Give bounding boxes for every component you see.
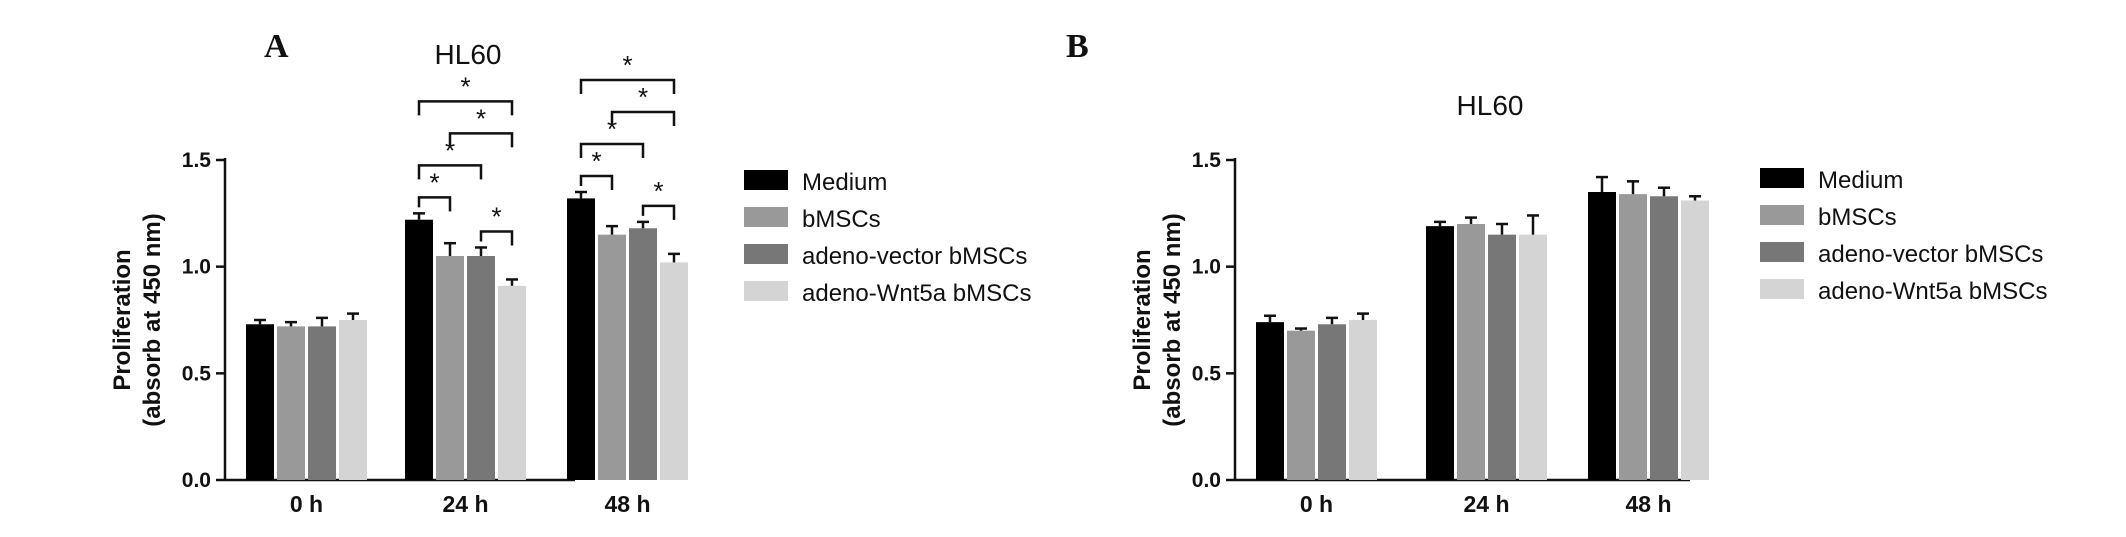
bar-adeno-vector-bmscs-24h bbox=[467, 256, 495, 480]
significance-bracket bbox=[579, 174, 614, 190]
legend-swatch bbox=[744, 244, 788, 264]
bar-adeno-wnt5a-bmscs-0h bbox=[1349, 320, 1377, 480]
significance-star: * bbox=[622, 50, 632, 80]
significance-star: * bbox=[429, 167, 439, 197]
bar-medium-0h bbox=[1256, 322, 1284, 480]
significance-bracket bbox=[579, 142, 645, 158]
legend-label: bMSCs bbox=[1818, 204, 1897, 231]
significance-star: * bbox=[476, 103, 486, 133]
x-category-label: 48 h bbox=[1625, 491, 1671, 517]
bar-bmscs-24h bbox=[1457, 224, 1485, 480]
y-tick-label: 0.5 bbox=[1192, 362, 1222, 385]
y-tick-label: 1.5 bbox=[182, 149, 212, 172]
significance-bracket bbox=[610, 110, 676, 126]
bar-medium-24h bbox=[1426, 226, 1454, 480]
significance-star: * bbox=[638, 82, 648, 112]
x-category-label: 0 h bbox=[290, 491, 323, 517]
bar-adeno-wnt5a-bmscs-48h bbox=[1681, 200, 1709, 481]
legend-label: adeno-Wnt5a bMSCs bbox=[802, 280, 1031, 307]
legend-swatch bbox=[744, 207, 788, 227]
y-tick-label: 1.5 bbox=[1192, 149, 1222, 172]
legend-swatch bbox=[1760, 205, 1804, 225]
significance-star: * bbox=[653, 176, 663, 206]
bar-medium-48h bbox=[567, 198, 595, 480]
y-axis-label: Proliferation bbox=[109, 249, 136, 390]
bar-medium-0h bbox=[246, 324, 274, 480]
y-axis-label-units: (absorb at 450 nm) bbox=[139, 213, 166, 426]
y-tick-label: 1.0 bbox=[1192, 256, 1221, 279]
significance-bracket bbox=[417, 100, 514, 116]
panel-letter: A bbox=[264, 28, 289, 65]
y-axis-label: Proliferation bbox=[1129, 249, 1156, 390]
bar-medium-24h bbox=[405, 219, 433, 480]
legend-label: Medium bbox=[1818, 167, 1903, 194]
bar-bmscs-48h bbox=[1619, 194, 1647, 480]
bar-adeno-wnt5a-bmscs-48h bbox=[660, 262, 688, 480]
significance-star: * bbox=[607, 114, 617, 144]
bar-bmscs-0h bbox=[1287, 330, 1315, 480]
significance-star: * bbox=[491, 201, 501, 231]
legend-swatch bbox=[1760, 242, 1804, 262]
bar-adeno-wnt5a-bmscs-24h bbox=[498, 285, 526, 480]
legend-swatch bbox=[744, 170, 788, 190]
bar-bmscs-24h bbox=[436, 256, 464, 480]
bar-adeno-vector-bmscs-24h bbox=[1488, 234, 1516, 480]
chart-title: HL60 bbox=[435, 39, 502, 70]
bar-bmscs-48h bbox=[598, 234, 626, 480]
x-category-label: 48 h bbox=[604, 491, 650, 517]
y-tick-label: 0.0 bbox=[1192, 469, 1221, 492]
legend-label: adeno-vector bMSCs bbox=[802, 243, 1027, 270]
significance-star: * bbox=[591, 146, 601, 176]
y-tick-label: 1.0 bbox=[182, 256, 211, 279]
x-category-label: 24 h bbox=[442, 491, 488, 517]
bar-adeno-wnt5a-bmscs-0h bbox=[339, 320, 367, 480]
significance-star: * bbox=[445, 135, 455, 165]
significance-bracket bbox=[417, 196, 452, 212]
y-tick-label: 0.0 bbox=[182, 469, 211, 492]
x-category-label: 24 h bbox=[1463, 491, 1509, 517]
significance-bracket bbox=[641, 204, 676, 220]
legend-swatch bbox=[1760, 279, 1804, 299]
y-tick-label: 0.5 bbox=[182, 362, 212, 385]
chart-title: HL60 bbox=[1457, 90, 1524, 121]
x-category-label: 0 h bbox=[1300, 491, 1333, 517]
bar-medium-48h bbox=[1588, 192, 1616, 480]
bar-bmscs-0h bbox=[277, 326, 305, 480]
significance-bracket bbox=[579, 78, 676, 94]
chart-panel-a: A HL60 Proliferation (absorb at 450 nm) 0.0 0… bbox=[109, 28, 1031, 517]
legend-swatch bbox=[1760, 168, 1804, 188]
legend-label: Medium bbox=[802, 169, 887, 196]
bar-adeno-vector-bmscs-0h bbox=[308, 326, 336, 480]
chart-panel-b: B HL60 Proliferation (absorb at 450 nm) 0.0 0… bbox=[1066, 28, 2047, 517]
legend-label: adeno-vector bMSCs bbox=[1818, 241, 2043, 268]
panel-letter: B bbox=[1066, 28, 1089, 65]
bar-adeno-vector-bmscs-48h bbox=[1650, 196, 1678, 480]
legend-label: adeno-Wnt5a bMSCs bbox=[1818, 278, 2047, 305]
significance-bracket bbox=[448, 132, 514, 148]
bar-adeno-vector-bmscs-48h bbox=[629, 228, 657, 480]
legend-swatch bbox=[744, 281, 788, 301]
y-axis-label-units: (absorb at 450 nm) bbox=[1159, 213, 1186, 426]
legend-label: bMSCs bbox=[802, 206, 881, 233]
bar-adeno-vector-bmscs-0h bbox=[1318, 324, 1346, 480]
bar-adeno-wnt5a-bmscs-24h bbox=[1519, 234, 1547, 480]
significance-star: * bbox=[460, 71, 470, 101]
significance-bracket bbox=[479, 230, 514, 246]
significance-bracket bbox=[417, 164, 483, 180]
